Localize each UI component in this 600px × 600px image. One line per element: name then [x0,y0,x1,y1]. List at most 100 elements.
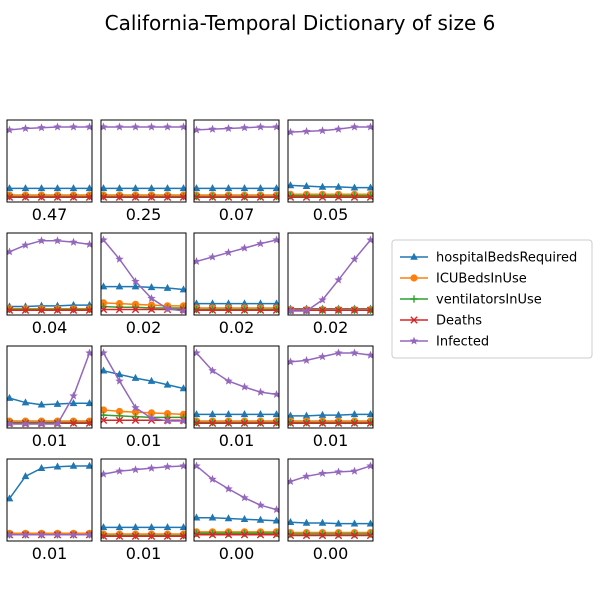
series-line-infected [9,126,90,131]
data-point-infected [318,352,327,361]
subplot-panel: 0.01 [287,345,374,450]
data-point-infected [163,416,172,425]
legend-marker-hospital-beds-required [410,252,418,260]
legend-marker-ventilators-in-use [410,295,418,303]
panel-grid: 0.47 0.25 0.07 0.05 0.04 0.02 0.02 0.02 0.01 0.01… [6,119,374,563]
data-point-deaths [334,419,343,427]
series-line-infected [103,465,184,475]
data-point-hospital-beds-required [366,183,373,191]
data-point-hospital-beds-required [350,519,359,527]
series-line-infected [195,352,277,396]
data-point-icubeds-in-use [101,299,108,307]
data-point-deaths [318,306,327,314]
data-point-hospital-beds-required [85,461,92,469]
data-point-deaths [115,193,124,201]
panel-frame [193,345,280,429]
data-point-deaths [69,193,78,201]
panel-weight-label: 0.02 [219,318,255,337]
data-point-infected [350,466,359,475]
data-point-deaths [350,306,359,314]
data-point-infected [366,122,373,131]
data-point-deaths [240,419,249,427]
data-point-deaths [147,305,156,314]
data-point-icubeds-in-use [115,407,124,416]
data-point-deaths [302,531,311,540]
data-point-hospital-beds-required [318,182,327,190]
data-point-infected [53,236,62,245]
data-point-icubeds-in-use [147,409,156,417]
data-point-hospital-beds-required [208,410,217,418]
data-point-hospital-beds-required [288,518,295,525]
data-point-infected [85,240,92,248]
data-point-infected [85,122,92,131]
data-point-infected [302,306,311,315]
legend-marker-deaths [410,316,418,324]
data-point-hospital-beds-required [366,410,373,418]
subplot-panel: 0.01 [100,458,187,563]
data-point-infected [334,348,343,357]
subplot-panel: 0.01 [100,345,187,450]
data-point-deaths [350,193,359,201]
data-point-deaths [53,193,62,201]
data-point-hospital-beds-required [115,184,124,192]
panel-weight-label: 0.02 [313,318,349,337]
data-point-deaths [163,193,172,201]
data-point-infected [147,463,156,472]
data-point-infected [194,125,201,134]
subplot-panel: 0.25 [100,119,187,224]
data-point-infected [115,466,124,475]
data-point-deaths [334,531,343,540]
data-point-hospital-beds-required [240,410,249,418]
series-line-hospital-beds-required [290,184,371,189]
data-point-infected [163,304,172,313]
subplot-panel: 0.47 [6,119,93,224]
data-point-hospital-beds-required [147,376,156,384]
data-point-hospital-beds-required [101,366,108,374]
data-point-infected [101,348,108,357]
data-point-deaths [302,193,311,201]
data-point-infected [224,248,233,257]
data-point-hospital-beds-required [302,411,311,419]
legend: hospitalBedsRequired ICUBedsInUse ventilat… [391,239,593,359]
data-point-infected [256,387,265,396]
legend-label: Deaths [436,314,482,329]
panel-frame [193,119,280,203]
panel-weight-label: 0.01 [126,544,162,563]
data-point-hospital-beds-required [208,184,217,192]
data-point-deaths [147,532,156,540]
data-point-hospital-beds-required [256,515,265,523]
data-point-infected [288,357,295,366]
data-point-infected [256,239,265,248]
data-point-infected [302,127,311,135]
data-point-hospital-beds-required [85,399,92,407]
data-point-hospital-beds-required [21,472,30,480]
data-point-deaths [350,531,359,540]
panel-weight-label: 0.05 [313,205,349,224]
data-point-hospital-beds-required [131,373,140,381]
data-point-hospital-beds-required [163,523,172,531]
data-point-infected [302,355,311,364]
data-point-deaths [302,419,311,427]
series-line-infected [290,239,372,312]
series-line-hospital-beds-required [9,304,90,308]
series-line-infected [102,352,184,422]
data-point-hospital-beds-required [101,282,108,290]
subplot-panel: 0.01 [193,345,280,450]
panel-weight-label: 0.02 [126,318,162,337]
data-point-hospital-beds-required [366,519,373,527]
data-point-infected [350,348,359,357]
data-point-hospital-beds-required [318,518,327,526]
data-point-deaths [318,419,327,427]
data-point-hospital-beds-required [334,519,343,527]
data-point-hospital-beds-required [334,182,343,190]
subplot-panel: 0.02 [193,232,280,337]
legend-item-icubeds-in-use: ICUBedsInUse [400,272,527,287]
panel-weight-label: 0.01 [32,544,68,563]
data-point-hospital-beds-required [101,184,108,192]
data-point-deaths [208,531,217,539]
series-line-infected [9,352,91,425]
data-point-hospital-beds-required [179,184,186,192]
legend-marker-icubeds-in-use [410,274,418,282]
data-point-hospital-beds-required [240,184,249,192]
data-point-icubeds-in-use [101,406,108,414]
